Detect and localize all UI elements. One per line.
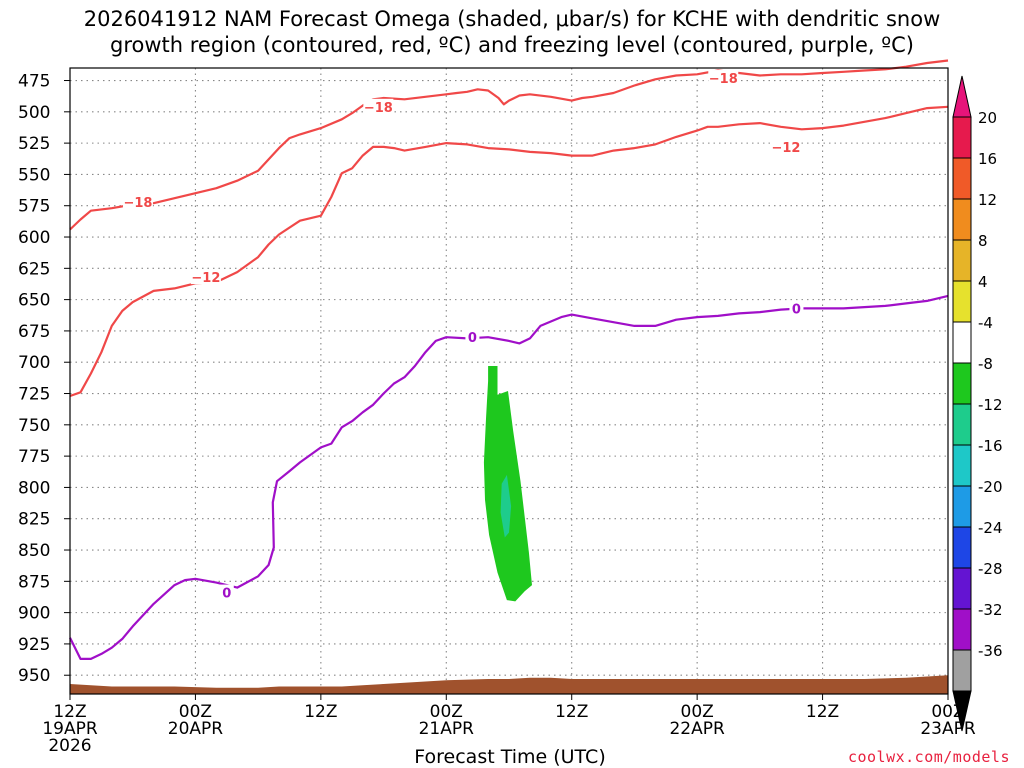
colorbar-label-7: -8 [978,355,993,373]
omega-shading [483,366,532,602]
colorbar-top-arrow [952,75,972,118]
colorbar-label-1: 20 [978,109,997,127]
contour-label-3-1: 0 [222,587,231,602]
y-tick-label-600: 600 [18,228,50,248]
x-tick-label-12-2: 20APR [168,719,224,739]
contour-label-bg-3-1 [219,584,234,600]
contour-label-1-1: −18 [123,196,152,211]
colorbar-label-8: -12 [978,396,1003,414]
y-tick-label-925: 925 [18,635,50,655]
y-axis: 475 500 525 550 575 600 625 650 675 700 725 750 775 8… [18,72,70,686]
colorbar-segment-7 [952,362,972,405]
colorbar-label-10: -20 [978,478,1003,496]
contour-label-bg-3-2 [465,329,480,345]
y-tick-label-675: 675 [18,322,50,342]
colorbar-segment-8 [952,403,972,446]
contour-label-bg-2-1 [190,269,221,285]
y-tick-label-650: 650 [18,291,50,311]
chart-title: 2026041912 NAM Forecast Omega (shaded, μ… [0,6,1024,58]
y-tick-label-850: 850 [18,541,50,561]
x-tick-label-84-2: 23APR [920,719,976,739]
contour-label-3-2: 0 [468,331,477,346]
chart-title-line2: growth region (contoured, red, ºC) and f… [110,33,914,57]
colorbar-label-4: 8 [978,232,988,250]
x-tick-label-48-1: 12Z [555,702,588,722]
colorbar-segment-6 [952,321,972,364]
contour-label-1-3: −18 [709,72,738,87]
y-tick-label-700: 700 [18,353,50,373]
credit-text: coolwx.com/models [847,748,1010,766]
x-tick-label-0-3: 2026 [48,736,91,756]
colorbar-label-2: 16 [978,150,997,168]
x-tick-label-72-1: 12Z [806,702,839,722]
colorbar-segment-4 [952,239,972,282]
contours [69,59,949,661]
contour-label-bg-1-1 [122,193,153,209]
colorbar-bottom-arrow [952,690,972,732]
colorbar-label-3: 12 [978,191,997,209]
x-tick-label-60-1: 00Z [681,702,714,722]
colorbar-label-11: -24 [978,519,1003,537]
contour-label-bg-1-2 [363,98,394,114]
y-tick-label-875: 875 [18,572,50,592]
colorbar-segment-13 [952,608,972,651]
y-tick-label-950: 950 [18,666,50,686]
x-tick-label-0-2: 19APR [42,719,98,739]
colorbar-label-6: -4 [978,314,993,332]
contour-line-2 [69,105,949,398]
y-tick-label-825: 825 [18,510,50,530]
y-tick-label-750: 750 [18,416,50,436]
omega-region-2 [500,474,512,538]
colorbar-segment-10 [952,485,972,528]
x-tick-label-36-1: 00Z [430,702,463,722]
y-tick-label-575: 575 [18,197,50,217]
colorbar: 20 16 12 8 4 -4 -8 -12 -16 -20 -24 -28 -32 -36 [952,75,1003,732]
y-tick-label-625: 625 [18,259,50,279]
colorbar-label-9: -16 [978,437,1003,455]
contour-label-bg-3-3 [789,300,804,316]
contour-labels: −18 −18 −18 −12 −12 0 0 0 [122,70,804,602]
y-tick-label-550: 550 [18,165,50,185]
x-axis-title: Forecast Time (UTC) [414,746,606,768]
contour-label-1-2: −18 [364,101,393,116]
contour-label-2-1: −12 [191,271,220,286]
colorbar-label-13: -32 [978,601,1003,619]
colorbar-segment-9 [952,444,972,487]
x-tick-label-24-1: 12Z [304,702,337,722]
contour-label-bg-1-3 [708,70,739,86]
colorbar-label-14: -36 [978,642,1003,660]
colorbar-segment-1 [952,116,972,159]
x-tick-label-36-2: 21APR [419,719,475,739]
contour-label-bg-2-2 [770,138,801,154]
plot-frame [69,67,949,695]
y-tick-label-525: 525 [18,134,50,154]
colorbar-segment-5 [952,280,972,323]
colorbar-label-12: -28 [978,560,1003,578]
chart-title-line1: 2026041912 NAM Forecast Omega (shaded, μ… [83,7,941,31]
colorbar-segment-3 [952,198,972,241]
colorbar-segment-11 [952,526,972,569]
y-tick-label-475: 475 [18,72,50,92]
contour-line-3 [69,294,949,661]
colorbar-segment-12 [952,567,972,610]
terrain [70,675,948,694]
colorbar-segment-2 [952,157,972,200]
contour-label-2-2: −12 [771,141,800,156]
y-tick-label-500: 500 [18,103,50,123]
y-tick-label-775: 775 [18,447,50,467]
contour-label-3-3: 0 [792,302,801,317]
x-tick-label-0-1: 12Z [53,702,86,722]
y-tick-label-800: 800 [18,478,50,498]
grid [70,68,948,694]
y-tick-label-725: 725 [18,385,50,405]
x-tick-label-12-1: 00Z [179,702,212,722]
colorbar-label-5: 4 [978,273,988,291]
terrain-fill [70,675,948,694]
contour-line-1 [69,59,949,231]
x-tick-label-60-2: 22APR [669,719,725,739]
y-tick-label-900: 900 [18,604,50,624]
colorbar-segment-14 [952,649,972,692]
